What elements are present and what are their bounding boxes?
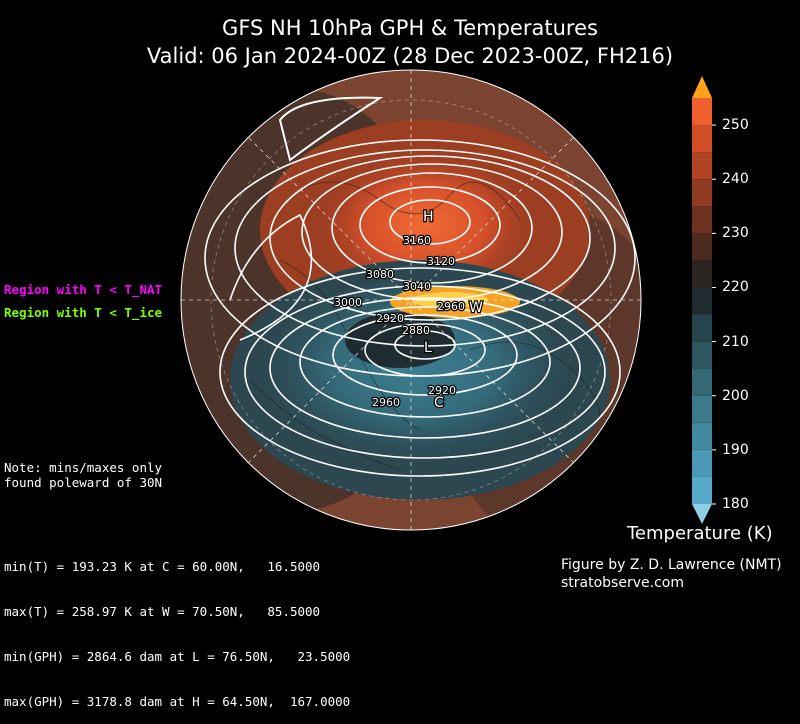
colorbar-title: Temperature (K) xyxy=(627,523,773,544)
colorbar-extend-low xyxy=(692,504,712,524)
lat-lon-grid xyxy=(181,70,641,530)
colorbar-band xyxy=(692,341,712,369)
legend-ice: Region with T < T_ice xyxy=(4,305,163,320)
contour-label: 3120 xyxy=(427,255,455,268)
colorbar-extend-high xyxy=(692,76,712,98)
colorbar-tick-label: 230 xyxy=(722,225,749,242)
colorbar-band xyxy=(692,395,712,423)
warm-max-marker: W xyxy=(469,300,483,316)
figure-subtitle: Valid: 06 Jan 2024-00Z (28 Dec 2023-00Z,… xyxy=(146,44,674,68)
contour-label: 2880 xyxy=(402,324,430,337)
cold-min-marker: C xyxy=(434,395,444,411)
contour-label: 3040 xyxy=(403,280,431,293)
colorbar-band xyxy=(692,152,712,180)
stats-block: min(T) = 193.23 K at C = 60.00N, 16.5000… xyxy=(4,529,350,724)
temperature-field xyxy=(181,70,641,530)
map-boundary xyxy=(180,69,642,531)
stat-max-gph: max(GPH) = 3178.8 dam at H = 64.50N, 167… xyxy=(4,694,351,709)
contour-label: 2960 xyxy=(437,300,465,313)
colorbar-tick-label: 250 xyxy=(722,117,749,134)
contour-label-group: 3160 3120 3080 3040 3000 2960 2920 2880 … xyxy=(333,233,467,411)
polar-map: 3160 3120 3080 3040 3000 2960 2920 2880 … xyxy=(180,69,716,531)
extrema-markers: H L W C xyxy=(422,208,485,413)
colorbar-tick-label: 190 xyxy=(722,441,749,458)
colorbar-band xyxy=(692,206,712,234)
colorbar-band xyxy=(692,287,712,315)
colorbar-tick-label: 220 xyxy=(722,279,749,296)
stat-min-t: min(T) = 193.23 K at C = 60.00N, 16.5000 xyxy=(4,559,321,574)
legend-nat: Region with T < T_NAT xyxy=(4,282,163,297)
credit-site: stratobserve.com xyxy=(561,575,684,591)
colorbar-tick-label: 180 xyxy=(722,496,749,512)
contour-label: 3000 xyxy=(334,296,362,309)
low-marker: L xyxy=(424,340,432,356)
colorbar-band xyxy=(692,233,712,261)
stat-max-t: max(T) = 258.97 K at W = 70.50N, 85.5000 xyxy=(4,604,321,619)
colorbar-tick-label: 210 xyxy=(722,333,749,350)
colorbar xyxy=(692,76,716,524)
colorbar-band xyxy=(692,476,712,504)
stat-min-gph: min(GPH) = 2864.6 dam at L = 76.50N, 23.… xyxy=(4,649,351,664)
colorbar-tick-label: 200 xyxy=(722,387,749,404)
contour-label: 3080 xyxy=(366,268,394,281)
colorbar-band xyxy=(692,449,712,477)
contour-label: 3160 xyxy=(403,234,431,247)
colorbar-tick-label: 240 xyxy=(722,171,749,188)
note-text: Note: mins/maxes only found poleward of … xyxy=(4,460,163,490)
colorbar-band xyxy=(692,314,712,342)
colorbar-band xyxy=(692,125,712,153)
colorbar-band xyxy=(692,260,712,288)
high-marker: H xyxy=(423,209,434,225)
colorbar-band xyxy=(692,422,712,450)
contour-label: 2960 xyxy=(372,396,400,409)
contour-label: 2920 xyxy=(376,312,404,325)
credit-author: Figure by Z. D. Lawrence (NMT) xyxy=(561,557,782,573)
figure-title: GFS NH 10hPa GPH & Temperatures xyxy=(222,16,598,40)
colorbar-band xyxy=(692,98,712,126)
colorbar-band xyxy=(692,179,712,207)
colorbar-band xyxy=(692,368,712,396)
contour-label: 2920 xyxy=(428,384,456,397)
